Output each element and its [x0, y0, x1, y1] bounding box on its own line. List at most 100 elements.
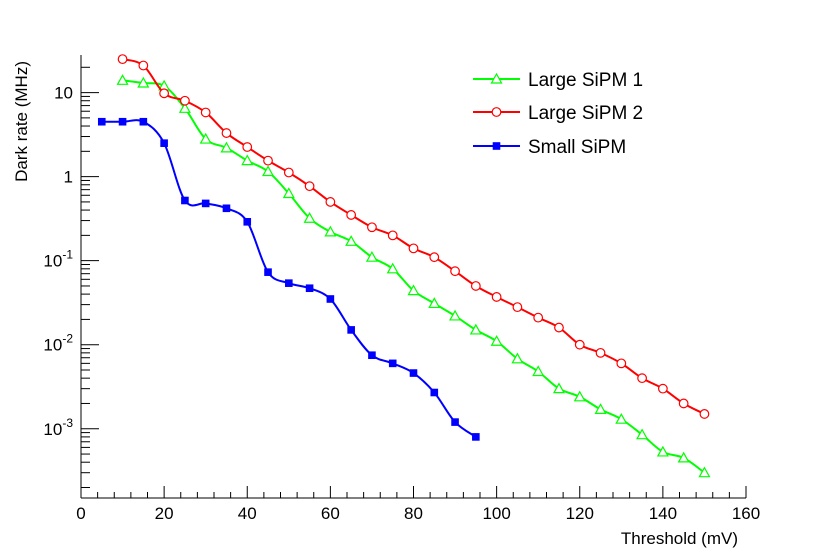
y-tick-label: 1 — [64, 168, 73, 187]
data-point — [429, 252, 440, 263]
data-point — [368, 351, 376, 360]
x-tick-label: 100 — [482, 504, 510, 523]
data-point — [324, 225, 337, 237]
data-point — [242, 142, 253, 152]
data-point — [346, 210, 357, 220]
data-point — [636, 428, 649, 440]
data-point — [326, 295, 335, 303]
data-point — [595, 347, 606, 358]
data-point — [178, 102, 191, 113]
legend-label: Large SiPM 1 — [528, 70, 643, 91]
data-point — [347, 326, 355, 334]
data-point — [139, 117, 148, 126]
data-point — [472, 433, 480, 441]
series-area — [97, 54, 711, 478]
x-tick-label: 40 — [238, 504, 257, 523]
data-point — [264, 268, 272, 276]
data-point — [283, 167, 294, 178]
data-point — [386, 262, 399, 274]
x-tick-label: 20 — [155, 504, 174, 523]
data-point — [201, 199, 210, 208]
data-point — [677, 451, 690, 463]
data-point — [241, 154, 254, 166]
x-tick-label: 0 — [76, 504, 85, 523]
data-point — [615, 412, 628, 424]
data-point — [160, 139, 168, 147]
x-tick-label: 60 — [321, 504, 340, 523]
x-axis-title: Threshold (mV) — [621, 529, 738, 548]
data-point — [387, 230, 398, 241]
data-point — [408, 243, 419, 254]
data-point — [594, 403, 607, 414]
data-point — [220, 141, 233, 153]
data-point — [430, 388, 439, 397]
legend-marker — [491, 107, 502, 117]
legend: Large SiPM 1 Large SiPM 2 Small SiPM — [473, 70, 643, 158]
data-point — [491, 292, 502, 302]
data-point — [657, 383, 668, 394]
data-point — [574, 339, 585, 350]
data-point — [181, 196, 189, 205]
data-point — [159, 88, 170, 99]
series-small-sipm — [97, 117, 480, 441]
data-point — [449, 309, 462, 321]
data-point — [303, 211, 316, 223]
x-tick-label: 80 — [404, 504, 423, 523]
data-point — [305, 284, 314, 293]
data-point — [451, 418, 459, 426]
data-point — [698, 466, 711, 478]
y-tick-label: 10-3 — [43, 416, 73, 439]
data-point — [365, 250, 378, 262]
data-point — [118, 117, 127, 126]
data-point — [532, 365, 545, 377]
data-point — [678, 398, 689, 409]
data-point — [137, 76, 150, 88]
data-point — [117, 54, 128, 65]
series-large-sipm-1 — [116, 74, 711, 478]
legend-marker — [492, 142, 501, 150]
data-point — [409, 369, 418, 377]
data-point — [450, 266, 460, 277]
data-point — [428, 297, 441, 309]
data-point — [573, 390, 586, 402]
data-point — [138, 60, 149, 71]
data-point — [407, 284, 420, 296]
data-point — [345, 235, 358, 246]
data-point — [490, 334, 503, 346]
data-point — [470, 281, 481, 291]
legend-label: Small SiPM — [528, 137, 626, 158]
x-tick-label: 140 — [649, 504, 677, 523]
data-point — [533, 312, 544, 323]
legend-label: Large SiPM 2 — [528, 103, 643, 124]
data-point — [243, 218, 252, 226]
data-point — [637, 373, 647, 384]
data-point — [282, 187, 295, 199]
data-point — [221, 128, 232, 138]
x-tick-label: 120 — [566, 504, 594, 523]
legend-marker — [490, 72, 503, 84]
data-point — [367, 222, 377, 233]
data-point — [554, 322, 564, 333]
data-point — [388, 359, 397, 368]
y-axis-title: Dark rate (MHz) — [12, 61, 31, 182]
data-point — [656, 445, 669, 457]
x-tick-label: 160 — [732, 504, 760, 523]
data-point — [616, 358, 627, 369]
y-tick-label: 10-1 — [43, 248, 73, 271]
data-point — [304, 181, 315, 192]
series-large-sipm-2 — [117, 54, 710, 419]
data-point — [116, 74, 129, 85]
data-point — [285, 279, 293, 287]
data-point — [512, 302, 523, 313]
data-point — [263, 155, 273, 166]
y-tick-label: 10-2 — [43, 332, 73, 355]
data-point — [511, 352, 524, 364]
data-point — [552, 382, 565, 394]
y-tick-label: 10 — [54, 84, 73, 103]
data-point — [180, 95, 190, 106]
axes: 0 20 40 60 80 100 120 140 160 10 1 10-1 10-2 10-3 — [43, 55, 760, 523]
data-point — [200, 107, 211, 118]
data-point — [97, 117, 106, 126]
data-point — [222, 204, 231, 213]
